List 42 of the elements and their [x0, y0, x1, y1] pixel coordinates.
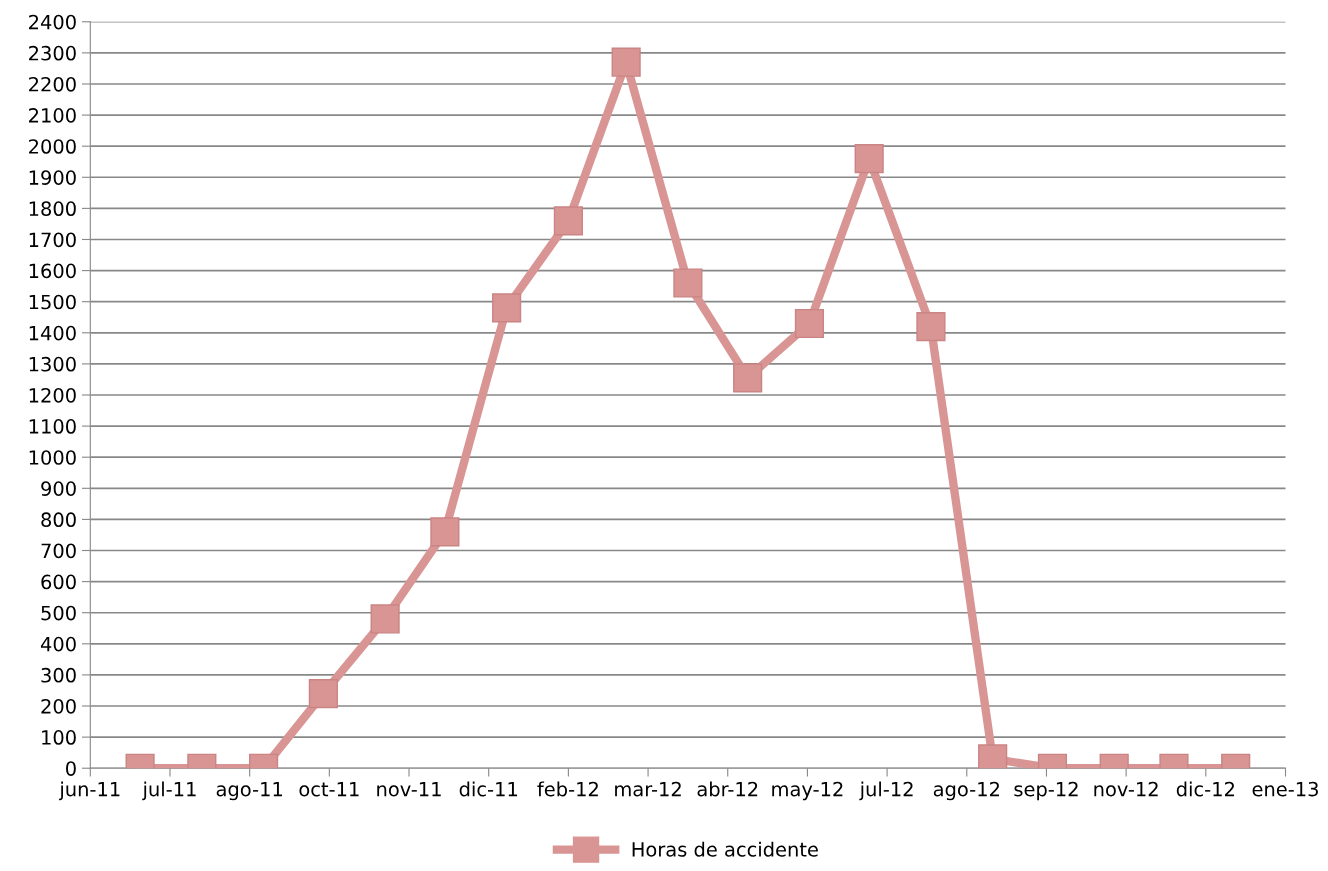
y-tick-label: 2400 — [29, 14, 76, 30]
y-tick-label: 100 — [42, 730, 76, 745]
y-tick-label: 1000 — [29, 450, 76, 465]
y-tick-label: 1700 — [29, 232, 76, 248]
y-tick-label: 900 — [41, 481, 76, 496]
y-tick-label: 1400 — [29, 325, 76, 341]
y-tick-label: 500 — [41, 605, 76, 621]
x-tick-label: feb-12 — [537, 781, 598, 797]
y-tick-label: 2000 — [29, 139, 76, 154]
y-tick-label: 1100 — [29, 419, 76, 434]
legend-label: Horas de accidente — [632, 841, 818, 857]
x-tick-label: jul-12 — [859, 781, 913, 801]
x-tick-label: ago-11 — [216, 782, 283, 801]
y-tick-label: 2100 — [29, 108, 76, 123]
x-tick-label: nov-12 — [1094, 781, 1158, 797]
y-tick-label: 400 — [40, 636, 76, 652]
y-tick-label: 200 — [41, 698, 76, 714]
y-tick-label: 1500 — [29, 294, 76, 310]
y-tick-label: 2300 — [29, 45, 76, 61]
x-tick-label: dic-12 — [1176, 781, 1234, 797]
y-tick-label: 1600 — [29, 263, 76, 279]
y-tick-label: 1900 — [29, 170, 76, 185]
x-tick-label: mar-12 — [615, 781, 681, 797]
y-tick-label: 700 — [41, 543, 76, 559]
y-tick-label: 300 — [41, 667, 76, 683]
x-tick-label: dic-11 — [459, 781, 518, 797]
y-tick-label: 1300 — [29, 356, 76, 372]
y-tick-label: 1800 — [29, 201, 76, 217]
y-tick-label: 800 — [41, 512, 76, 528]
y-tick-label: 1200 — [29, 387, 76, 403]
x-tick-label: ene-13 — [1252, 781, 1318, 797]
x-tick-label: ago-12 — [933, 781, 999, 801]
x-tick-label: oct-11 — [299, 782, 359, 797]
y-tick-label: 2200 — [29, 76, 76, 92]
x-tick-label: may-12 — [772, 781, 843, 801]
x-tick-label: jul-11 — [142, 781, 196, 801]
x-tick-label: abr-12 — [697, 781, 758, 797]
y-tick-label: 600 — [41, 574, 76, 590]
y-tick-label: 0 — [66, 761, 76, 776]
x-tick-label: nov-11 — [377, 782, 441, 797]
x-tick-label: jun-11 — [59, 781, 120, 801]
x-tick-label: sep-12 — [1014, 781, 1078, 801]
